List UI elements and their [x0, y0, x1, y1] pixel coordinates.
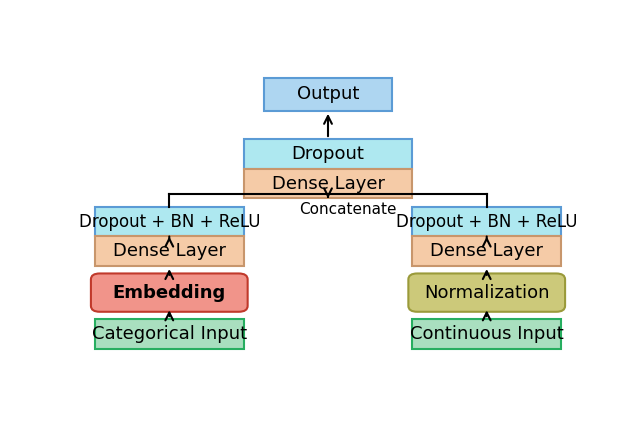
Bar [264, 78, 392, 111]
Text: Normalization: Normalization [424, 284, 550, 302]
Text: Dropout + BN + ReLU: Dropout + BN + ReLU [396, 213, 577, 231]
Text: Embedding: Embedding [113, 284, 226, 302]
Bar [244, 139, 412, 169]
FancyBboxPatch shape [91, 273, 248, 312]
Bar [412, 319, 561, 349]
Text: Dense Layer: Dense Layer [430, 242, 543, 260]
Text: Dense Layer: Dense Layer [113, 242, 226, 260]
Bar [412, 236, 561, 266]
Bar [95, 236, 244, 266]
Bar [244, 169, 412, 199]
Text: Dropout: Dropout [292, 145, 364, 163]
Text: Categorical Input: Categorical Input [92, 325, 247, 343]
FancyBboxPatch shape [408, 273, 565, 312]
Text: Output: Output [297, 85, 359, 103]
Text: Dropout + BN + ReLU: Dropout + BN + ReLU [79, 213, 260, 231]
Bar [412, 207, 561, 236]
Text: Dense Layer: Dense Layer [271, 175, 385, 193]
Bar [95, 207, 244, 236]
Bar [95, 319, 244, 349]
Text: Continuous Input: Continuous Input [410, 325, 564, 343]
Text: Concatenate: Concatenate [299, 202, 397, 217]
